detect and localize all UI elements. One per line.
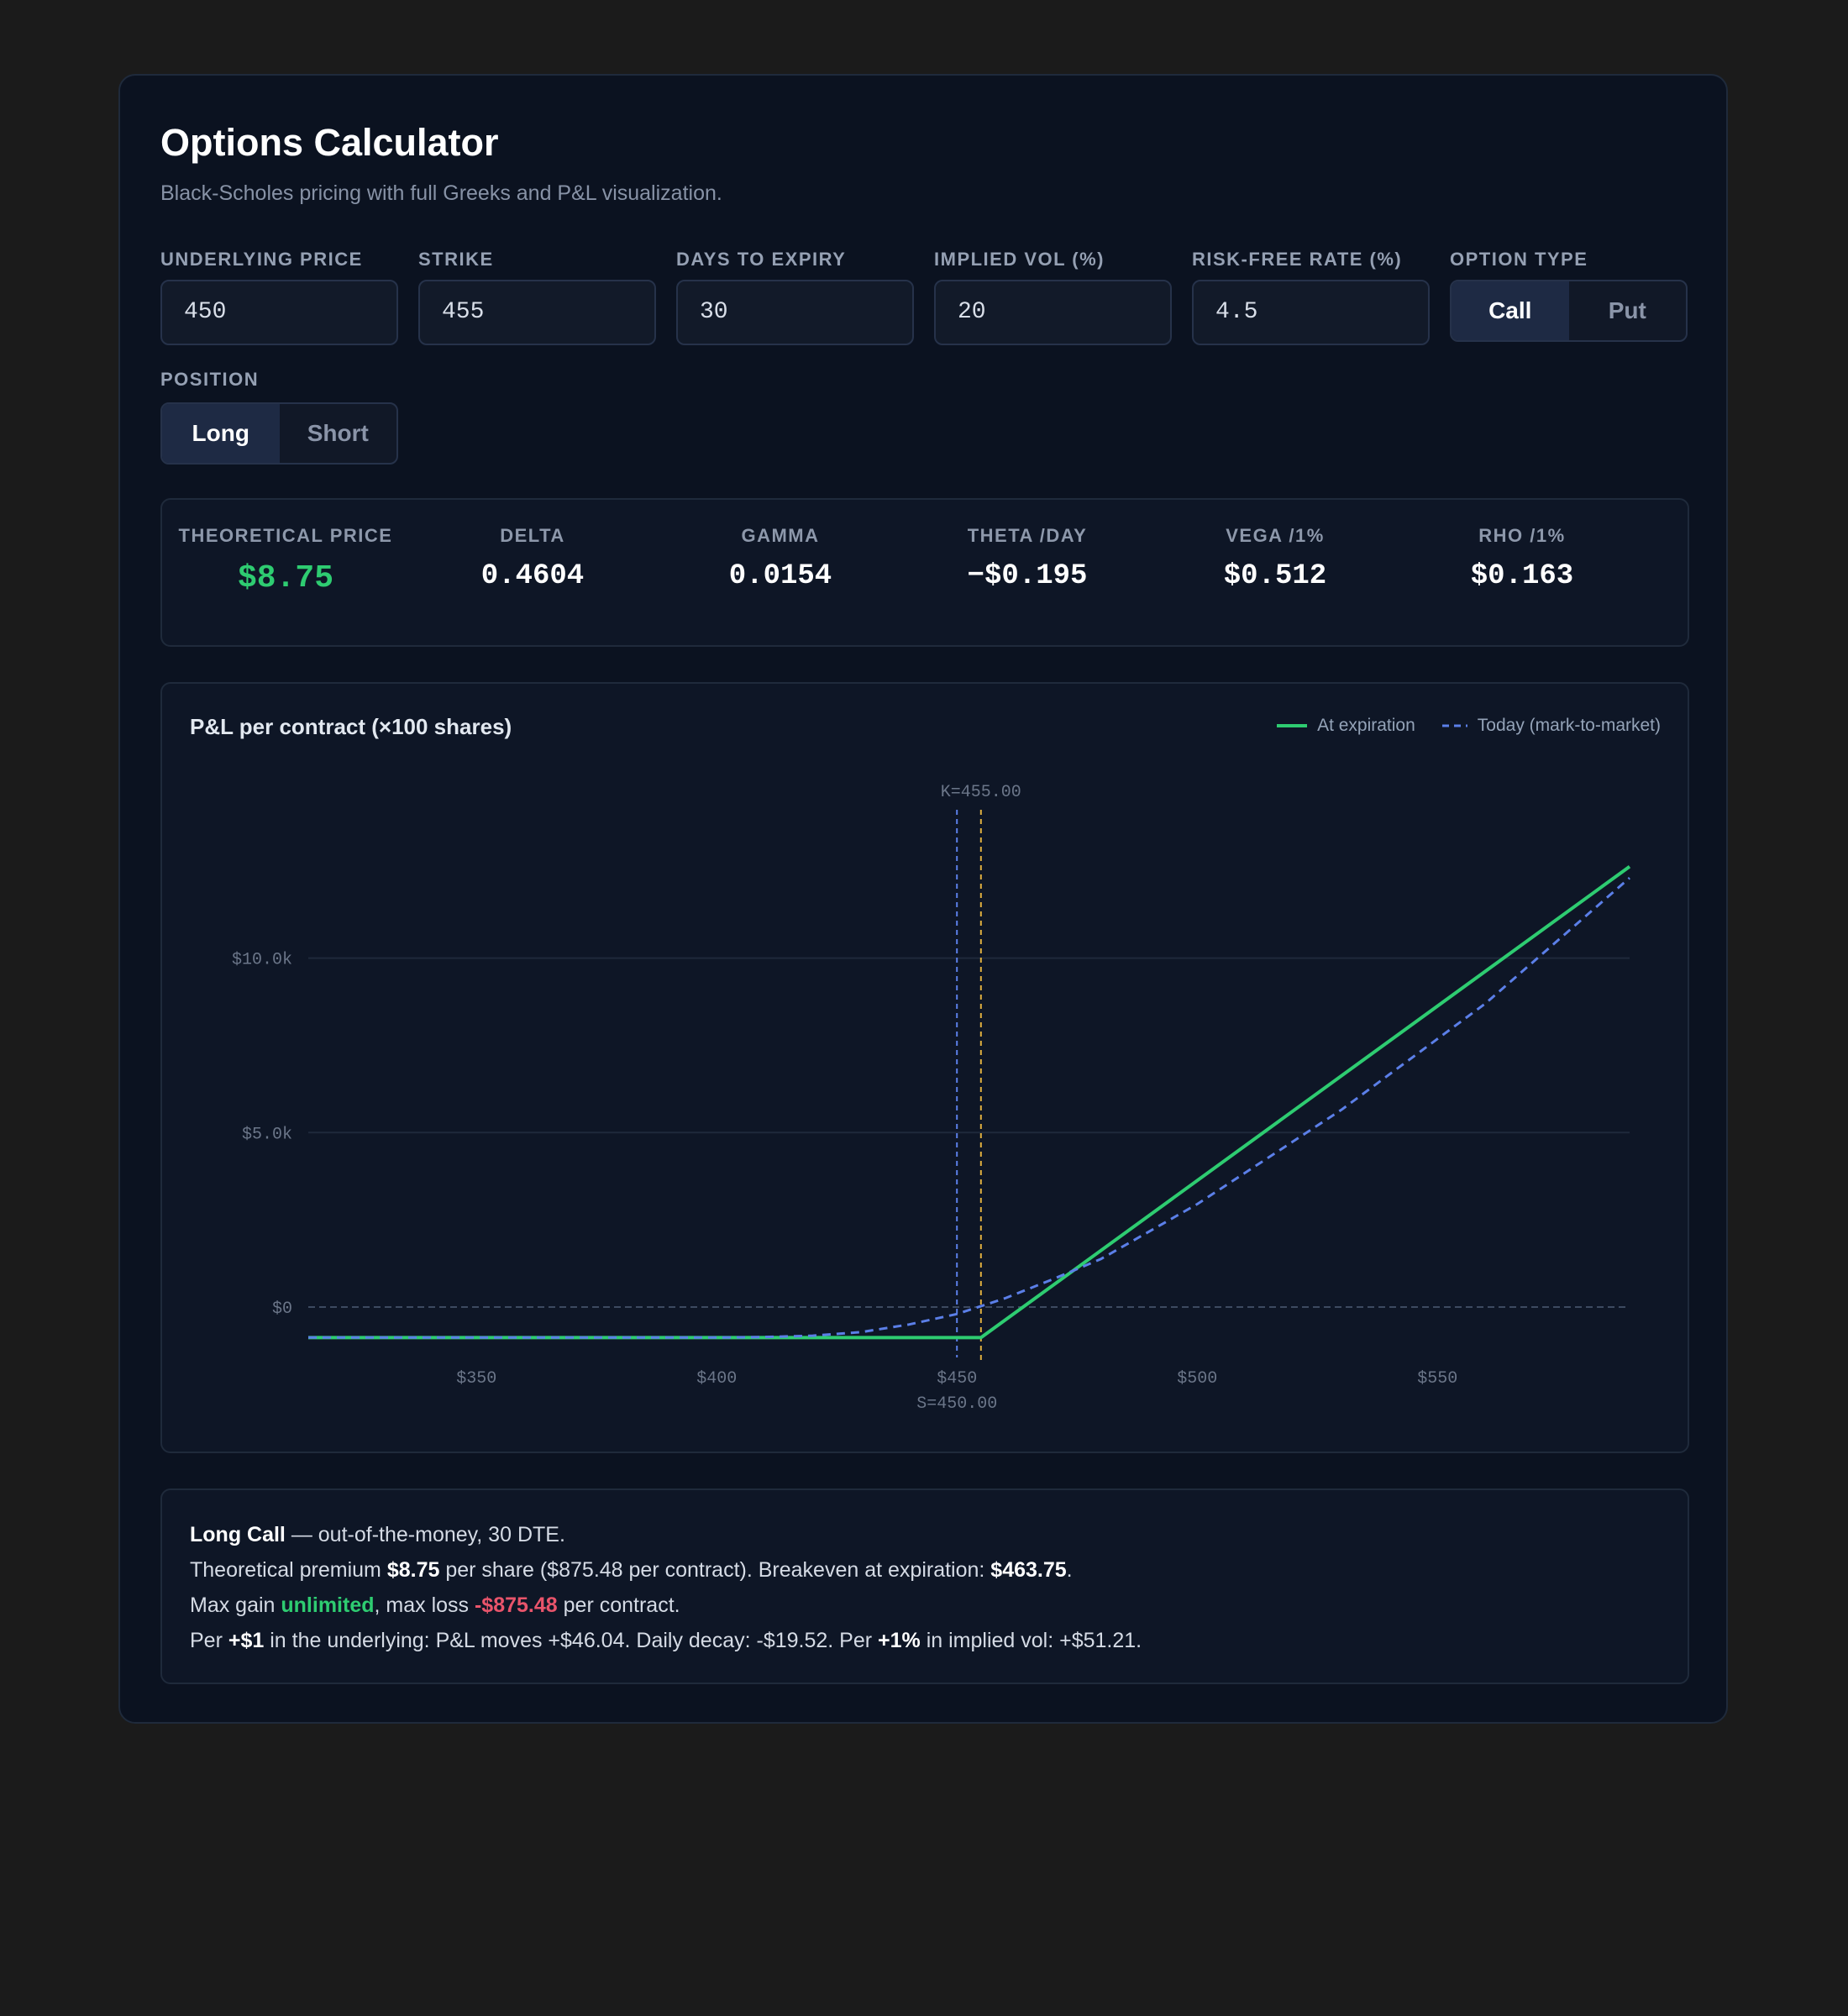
breakeven-value: $463.75 — [990, 1558, 1067, 1582]
x-tick-label: $400 — [696, 1369, 737, 1389]
stat-value: $8.75 — [237, 560, 334, 596]
stat-label: VEGA /1% — [1226, 525, 1325, 546]
strike-input[interactable]: 455 — [418, 280, 656, 345]
page-subtitle: Black-Scholes pricing with full Greeks a… — [160, 181, 722, 205]
strategy-name: Long Call — [190, 1523, 286, 1546]
summary-text: Max gain — [190, 1593, 281, 1617]
legend-label: Today (mark-to-market) — [1477, 716, 1661, 735]
legend-item-expiration: At expiration — [1277, 716, 1415, 736]
stat-label: THEORETICAL PRICE — [178, 525, 393, 546]
options-calculator-card: Options Calculator Black-Scholes pricing… — [118, 74, 1728, 1724]
chart-legend: At expiration Today (mark-to-market) — [1250, 716, 1661, 736]
strike-label: STRIKE — [418, 249, 494, 270]
summary-emphasis: +$1 — [228, 1629, 265, 1652]
summary-text: — out-of-the-money, 30 DTE. — [285, 1523, 565, 1546]
max-gain-value: unlimited — [281, 1593, 375, 1617]
solid-line-swatch-icon — [1277, 724, 1308, 727]
stat-rho: RHO /1% $0.163 — [1399, 525, 1646, 592]
y-tick-label: $0 — [272, 1299, 292, 1319]
days-to-expiry-label: DAYS TO EXPIRY — [676, 249, 847, 270]
summary-line-2: Theoretical premium $8.75 per share ($87… — [190, 1552, 1660, 1588]
summary-line-1: Long Call — out-of-the-money, 30 DTE. — [190, 1517, 1660, 1552]
stat-theta: THETA /DAY −$0.195 — [904, 525, 1151, 592]
summary-text: per contract. — [557, 1593, 680, 1617]
option-type-label: OPTION TYPE — [1450, 249, 1588, 270]
x-tick-label: $500 — [1177, 1369, 1217, 1389]
stat-label: RHO /1% — [1478, 525, 1566, 546]
pnl-chart-panel: P&L per contract (×100 shares) At expira… — [160, 682, 1689, 1453]
stat-value: $0.512 — [1223, 560, 1327, 592]
y-tick-label: $10.0k — [232, 951, 292, 970]
stat-value: 0.0154 — [728, 560, 832, 592]
max-loss-value: -$875.48 — [474, 1593, 558, 1617]
stat-value: −$0.195 — [967, 560, 1088, 592]
summary-text: , max loss — [374, 1593, 475, 1617]
short-button[interactable]: Short — [307, 420, 369, 446]
position-toggle: Long Short — [160, 402, 398, 465]
expiration-pnl-line — [308, 864, 1631, 1340]
days-to-expiry-input[interactable]: 30 — [676, 280, 914, 345]
summary-text: in the underlying: P&L moves +$46.04. Da… — [264, 1629, 879, 1652]
stat-delta: DELTA 0.4604 — [409, 525, 656, 592]
legend-label: At expiration — [1317, 716, 1415, 735]
summary-line-4: Per +$1 in the underlying: P&L moves +$4… — [190, 1623, 1660, 1658]
position-label: POSITION — [160, 369, 260, 390]
summary-text: Theoretical premium — [190, 1558, 387, 1582]
x-tick-label: $550 — [1417, 1369, 1457, 1389]
stat-theoretical-price: THEORETICAL PRICE $8.75 — [162, 525, 409, 596]
stat-label: DELTA — [500, 525, 565, 546]
risk-free-rate-input[interactable]: 4.5 — [1192, 280, 1430, 345]
today-pnl-line — [308, 876, 1630, 1339]
x-tick-label: $450 — [937, 1369, 977, 1389]
summary-text: . — [1066, 1558, 1073, 1582]
stat-label: GAMMA — [741, 525, 820, 546]
implied-vol-label: IMPLIED VOL (%) — [934, 249, 1105, 270]
dashed-line-swatch-icon — [1441, 724, 1467, 727]
pnl-chart: $0 $5.0k $10.0k $350 $400 $450 $500 $550 K=455.0… — [232, 783, 1631, 1414]
page-title: Options Calculator — [160, 121, 499, 164]
stat-vega: VEGA /1% $0.512 — [1152, 525, 1399, 592]
risk-free-rate-label: RISK-FREE RATE (%) — [1192, 249, 1403, 270]
premium-value: $8.75 — [386, 1558, 440, 1582]
summary-panel: Long Call — out-of-the-money, 30 DTE. Th… — [160, 1488, 1689, 1684]
summary-text: per share ($875.48 per contract). Breake… — [439, 1558, 991, 1582]
put-button[interactable]: Put — [1608, 297, 1646, 323]
strike-marker-label: K=455.00 — [941, 783, 1021, 802]
stat-value: $0.163 — [1470, 560, 1574, 592]
stat-gamma: GAMMA 0.0154 — [657, 525, 904, 592]
option-type-toggle: Call Put — [1450, 280, 1688, 342]
stat-value: 0.4604 — [480, 560, 585, 592]
summary-text: Per — [190, 1629, 228, 1652]
x-tick-label: $350 — [456, 1369, 496, 1389]
spot-marker-label: S=450.00 — [916, 1394, 997, 1414]
summary-text: in implied vol: +$51.21. — [920, 1629, 1142, 1652]
summary-emphasis: +1% — [878, 1629, 921, 1652]
long-button[interactable]: Long — [162, 404, 280, 463]
y-tick-label: $5.0k — [242, 1125, 292, 1144]
greeks-panel: THEORETICAL PRICE $8.75 DELTA 0.4604 GAM… — [160, 498, 1689, 647]
chart-title: P&L per contract (×100 shares) — [190, 714, 512, 739]
underlying-price-label: UNDERLYING PRICE — [160, 249, 363, 270]
implied-vol-input[interactable]: 20 — [934, 280, 1172, 345]
stat-label: THETA /DAY — [967, 525, 1088, 546]
underlying-price-input[interactable]: 450 — [160, 280, 398, 345]
legend-item-today: Today (mark-to-market) — [1441, 716, 1661, 736]
summary-line-3: Max gain unlimited, max loss -$875.48 pe… — [190, 1588, 1660, 1623]
call-button[interactable]: Call — [1452, 281, 1569, 340]
